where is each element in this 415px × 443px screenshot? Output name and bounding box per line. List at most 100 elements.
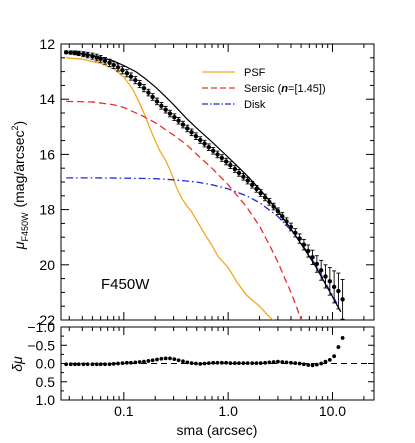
x-axis-label: sma (arcsec) bbox=[177, 422, 258, 438]
data-point bbox=[159, 103, 164, 109]
residual-point bbox=[189, 361, 194, 366]
data-point bbox=[331, 284, 337, 290]
residual-point bbox=[124, 360, 129, 365]
x-tick-label: 1.0 bbox=[218, 403, 238, 419]
residual-y-tick-label: −1.0 bbox=[27, 319, 55, 335]
residual-point bbox=[185, 360, 190, 365]
data-point bbox=[267, 199, 272, 205]
data-point bbox=[241, 174, 246, 179]
residual-point bbox=[237, 361, 241, 366]
data-point bbox=[219, 155, 225, 161]
ylabel-mu: μ bbox=[11, 241, 27, 250]
legend-sersic-suffix: =[1.45]) bbox=[288, 83, 326, 95]
data-point bbox=[284, 219, 289, 224]
data-point bbox=[232, 166, 238, 172]
legend-sersic-label: Sersic (n=[1.45]) bbox=[244, 83, 326, 95]
data-point bbox=[76, 51, 81, 56]
residual-point bbox=[211, 360, 216, 365]
residual-point bbox=[289, 360, 293, 365]
residual-point bbox=[64, 362, 69, 367]
residual-point bbox=[293, 361, 298, 366]
band-annotation: F450W bbox=[101, 276, 150, 293]
data-point bbox=[271, 204, 276, 209]
ylabel-band: F450W bbox=[20, 212, 30, 242]
ylabel-close: ) bbox=[11, 121, 27, 126]
residual-point bbox=[168, 356, 172, 361]
residual-point bbox=[202, 361, 207, 366]
data-point bbox=[327, 279, 333, 284]
residual-point bbox=[263, 360, 267, 365]
profile-y-tick-label: 22 bbox=[39, 312, 55, 328]
residual-point bbox=[254, 361, 259, 366]
residual-point bbox=[142, 359, 146, 364]
residual-y-tick-label: 0.5 bbox=[36, 374, 56, 390]
data-point bbox=[275, 209, 281, 214]
profile-y-tick-label: 18 bbox=[39, 202, 55, 218]
profile-y-tick-label: 14 bbox=[39, 91, 55, 107]
data-point bbox=[193, 133, 199, 139]
residual-point bbox=[219, 360, 224, 365]
residual-point bbox=[76, 362, 81, 367]
data-point bbox=[293, 230, 298, 235]
data-point bbox=[90, 53, 95, 59]
residual-point bbox=[85, 362, 90, 367]
data-point bbox=[146, 90, 151, 95]
data-point bbox=[336, 288, 341, 294]
legend-psf-label: PSF bbox=[244, 67, 266, 79]
data-point bbox=[258, 190, 263, 196]
data-point bbox=[314, 261, 320, 267]
data-point bbox=[189, 130, 194, 135]
residual-point bbox=[340, 336, 345, 340]
residual-point bbox=[116, 361, 120, 366]
x-tick-label: 10.0 bbox=[319, 403, 346, 419]
data-point bbox=[163, 107, 168, 112]
profile-series bbox=[66, 51, 342, 320]
residual-point bbox=[224, 360, 229, 365]
residual-point bbox=[98, 362, 103, 367]
residual-point bbox=[73, 362, 77, 367]
residual-point bbox=[250, 361, 255, 366]
data-point bbox=[94, 55, 99, 60]
data-point bbox=[206, 145, 212, 150]
residual-point bbox=[137, 360, 142, 364]
residual-point bbox=[172, 357, 177, 362]
residual-point bbox=[271, 360, 276, 364]
residual-points bbox=[64, 336, 345, 368]
legend-sersic-prefix: Sersic ( bbox=[244, 83, 282, 95]
residual-point bbox=[107, 362, 112, 367]
residual-point bbox=[336, 345, 341, 349]
residual-point bbox=[163, 356, 168, 361]
residual-point bbox=[228, 361, 233, 366]
data-point bbox=[340, 297, 345, 302]
residual-y-ticks: −1.0 −0.5 0.0 0.5 1.0 bbox=[27, 319, 374, 408]
residual-point bbox=[159, 356, 164, 361]
residual-point bbox=[280, 360, 285, 364]
data-point bbox=[254, 186, 259, 192]
data-point bbox=[310, 255, 315, 260]
data-point bbox=[63, 50, 69, 55]
residual-point bbox=[155, 357, 159, 362]
data-point bbox=[288, 224, 294, 230]
residual-point bbox=[323, 359, 328, 364]
residual-y-tick-label: −0.5 bbox=[27, 337, 55, 353]
profile-x-ticks bbox=[68, 44, 365, 320]
data-point bbox=[133, 77, 138, 83]
data-point bbox=[185, 126, 190, 131]
data-point bbox=[154, 99, 160, 104]
residual-point bbox=[297, 361, 302, 366]
residual-point bbox=[94, 362, 99, 367]
residual-point bbox=[332, 354, 337, 359]
residual-point bbox=[276, 359, 280, 364]
residual-point bbox=[103, 362, 107, 367]
ylabel-units: (mag/arcsec bbox=[11, 130, 27, 207]
profile-y-tick-label: 12 bbox=[39, 36, 55, 52]
data-point bbox=[85, 52, 90, 58]
profile-y-ticks: 12 14 16 18 20 22 bbox=[39, 36, 374, 328]
residual-point bbox=[133, 360, 138, 365]
data-point bbox=[107, 60, 112, 65]
data-point bbox=[124, 71, 130, 76]
data-point bbox=[111, 62, 116, 68]
legend-sersic-n: n bbox=[281, 83, 288, 95]
data-point bbox=[137, 81, 142, 87]
residual-y-axis-label: δμ bbox=[9, 356, 25, 372]
